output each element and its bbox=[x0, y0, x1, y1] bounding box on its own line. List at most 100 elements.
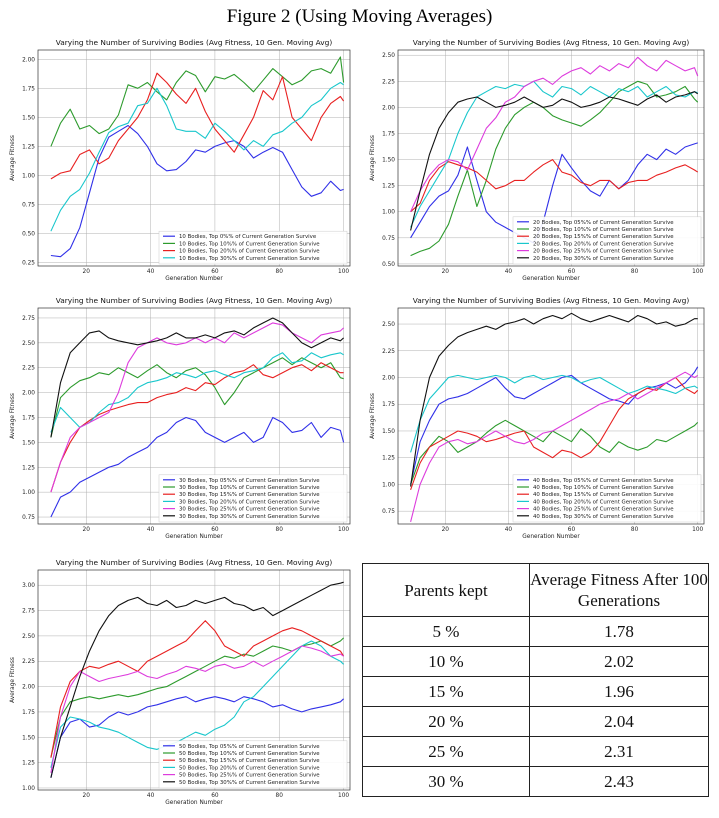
table-row: 10 % 2.02 bbox=[362, 646, 709, 677]
chart-20-bodies: Varying the Number of Surviving Bodies (… bbox=[362, 36, 712, 286]
x-tick-label: 20 bbox=[83, 527, 91, 533]
y-tick-label: 2.75 bbox=[22, 609, 35, 615]
legend-label: 40 Bodies, Top 30%% of Current Generatio… bbox=[533, 514, 674, 520]
legend-label: 20 Bodies, Top 15%% of Current Generatio… bbox=[533, 234, 674, 240]
series-line-1 bbox=[50, 56, 345, 147]
x-tick-label: 80 bbox=[276, 527, 284, 533]
series-line-0 bbox=[410, 366, 699, 485]
y-tick-label: 2.50 bbox=[382, 322, 395, 328]
y-tick-label: 2.00 bbox=[22, 391, 35, 397]
legend-label: 20 Bodies, Top 30%% of Current Generatio… bbox=[533, 256, 674, 262]
x-axis-label: Generation Number bbox=[165, 276, 223, 282]
legend-label: 10 Bodies, Top 0%% of Current Generation… bbox=[179, 234, 317, 240]
series-line-2 bbox=[410, 376, 699, 490]
chart-10-bodies: Varying the Number of Surviving Bodies (… bbox=[2, 36, 358, 286]
y-tick-label: 2.50 bbox=[22, 341, 35, 347]
chart-40-bodies: Varying the Number of Surviving Bodies (… bbox=[362, 294, 712, 544]
series-line-4 bbox=[410, 56, 699, 212]
y-tick-label: 1.00 bbox=[382, 210, 395, 216]
series-line-2 bbox=[50, 620, 345, 758]
legend-label: 30 Bodies, Top 30%% of Current Generatio… bbox=[179, 514, 320, 520]
series-line-4 bbox=[50, 645, 344, 773]
series-line-4 bbox=[410, 371, 699, 523]
fitness-cell: 2.02 bbox=[529, 646, 709, 677]
series-line-3 bbox=[50, 352, 344, 433]
legend-label: 20 Bodies, Top 05%% of Current Generatio… bbox=[533, 220, 674, 226]
fitness-cell: 2.31 bbox=[529, 736, 709, 767]
x-tick-label: 80 bbox=[631, 269, 639, 275]
x-tick-label: 60 bbox=[568, 527, 576, 533]
y-tick-label: 0.75 bbox=[22, 515, 35, 521]
legend-box bbox=[158, 474, 348, 523]
series-line-3 bbox=[50, 81, 344, 232]
y-tick-label: 1.75 bbox=[22, 415, 35, 421]
y-tick-label: 0.75 bbox=[382, 236, 395, 242]
chart-title: Varying the Number of Surviving Bodies (… bbox=[56, 38, 333, 47]
x-tick-label: 100 bbox=[338, 527, 349, 533]
x-tick-label: 100 bbox=[692, 527, 703, 533]
legend-label: 10 Bodies, Top 20%% of Current Generatio… bbox=[179, 249, 320, 255]
series-line-1 bbox=[50, 357, 344, 438]
y-tick-label: 1.50 bbox=[22, 735, 35, 741]
plot-frame bbox=[37, 569, 351, 791]
series-line-1 bbox=[410, 419, 699, 485]
x-tick-label: 40 bbox=[147, 269, 155, 275]
chart-svg: Varying the Number of Surviving Bodies (… bbox=[10, 296, 351, 540]
y-tick-label: 1.50 bbox=[22, 440, 35, 446]
x-tick-label: 40 bbox=[147, 793, 155, 799]
y-tick-label: 1.75 bbox=[22, 86, 35, 92]
figure-title: Figure 2 (Using Moving Averages) bbox=[226, 6, 493, 27]
x-tick-label: 20 bbox=[83, 793, 91, 799]
y-tick-label: 2.25 bbox=[22, 366, 35, 372]
series-line-0 bbox=[50, 124, 344, 258]
parents-kept-cell: 20 % bbox=[362, 706, 530, 737]
header-parents-kept: Parents kept bbox=[362, 563, 530, 617]
x-tick-label: 100 bbox=[338, 793, 349, 799]
legend-label: 20 Bodies, Top 10%% of Current Generatio… bbox=[533, 227, 674, 233]
legend-label: 50 Bodies, Top 20%% of Current Generatio… bbox=[179, 765, 320, 771]
plot-frame bbox=[397, 49, 705, 267]
chart-title: Varying the Number of Surviving Bodies (… bbox=[56, 558, 333, 567]
series-line-1 bbox=[50, 637, 344, 758]
y-tick-label: 2.75 bbox=[22, 316, 35, 322]
chart-30-bodies: Varying the Number of Surviving Bodies (… bbox=[2, 294, 358, 544]
legend-label: 10 Bodies, Top 10%% of Current Generatio… bbox=[179, 241, 320, 247]
y-tick-label: 2.00 bbox=[22, 685, 35, 691]
parents-kept-cell: 5 % bbox=[362, 616, 530, 647]
series-line-3 bbox=[410, 374, 699, 453]
fitness-cell: 2.04 bbox=[529, 706, 709, 737]
y-tick-label: 2.25 bbox=[22, 659, 35, 665]
parents-kept-cell: 10 % bbox=[362, 646, 530, 677]
series-line-0 bbox=[50, 696, 344, 778]
y-tick-label: 0.50 bbox=[22, 231, 35, 237]
table-row: 20 % 2.04 bbox=[362, 706, 709, 737]
y-tick-label: 1.50 bbox=[382, 158, 395, 164]
legend-label: 30 Bodies, Top 10%% of Current Generatio… bbox=[179, 485, 320, 491]
chart-svg: Varying the Number of Surviving Bodies (… bbox=[10, 38, 351, 282]
legend-label: 30 Bodies, Top 20%% of Current Generatio… bbox=[179, 499, 320, 505]
series-line-3 bbox=[50, 640, 344, 768]
x-axis-label: Generation Number bbox=[522, 534, 580, 540]
legend-label: 40 Bodies, Top 15%% of Current Generatio… bbox=[533, 492, 674, 498]
legend-label: 20 Bodies, Top 20%% of Current Generatio… bbox=[533, 241, 674, 247]
table-row: 25 % 2.31 bbox=[362, 736, 709, 767]
plot-frame bbox=[397, 307, 705, 525]
parents-kept-cell: 25 % bbox=[362, 736, 530, 767]
y-tick-label: 1.50 bbox=[382, 429, 395, 435]
series-line-2 bbox=[410, 159, 699, 213]
legend-label: 50 Bodies, Top 05%% of Current Generatio… bbox=[179, 744, 320, 750]
y-tick-label: 3.00 bbox=[22, 583, 35, 589]
y-tick-label: 1.75 bbox=[22, 710, 35, 716]
plot-frame bbox=[37, 307, 351, 525]
fitness-cell: 2.43 bbox=[529, 766, 709, 797]
x-tick-label: 40 bbox=[147, 527, 155, 533]
y-tick-label: 1.25 bbox=[382, 456, 395, 462]
y-tick-label: 0.25 bbox=[22, 261, 35, 267]
y-tick-label: 1.00 bbox=[22, 490, 35, 496]
fitness-cell: 1.78 bbox=[529, 616, 709, 647]
series-line-5 bbox=[410, 312, 698, 487]
x-axis-label: Generation Number bbox=[165, 534, 223, 540]
header-average-fitness: Average Fitness After 100 Generations bbox=[529, 563, 709, 617]
y-tick-label: 2.50 bbox=[382, 53, 395, 59]
y-axis-label: Average Fitness bbox=[370, 393, 376, 439]
